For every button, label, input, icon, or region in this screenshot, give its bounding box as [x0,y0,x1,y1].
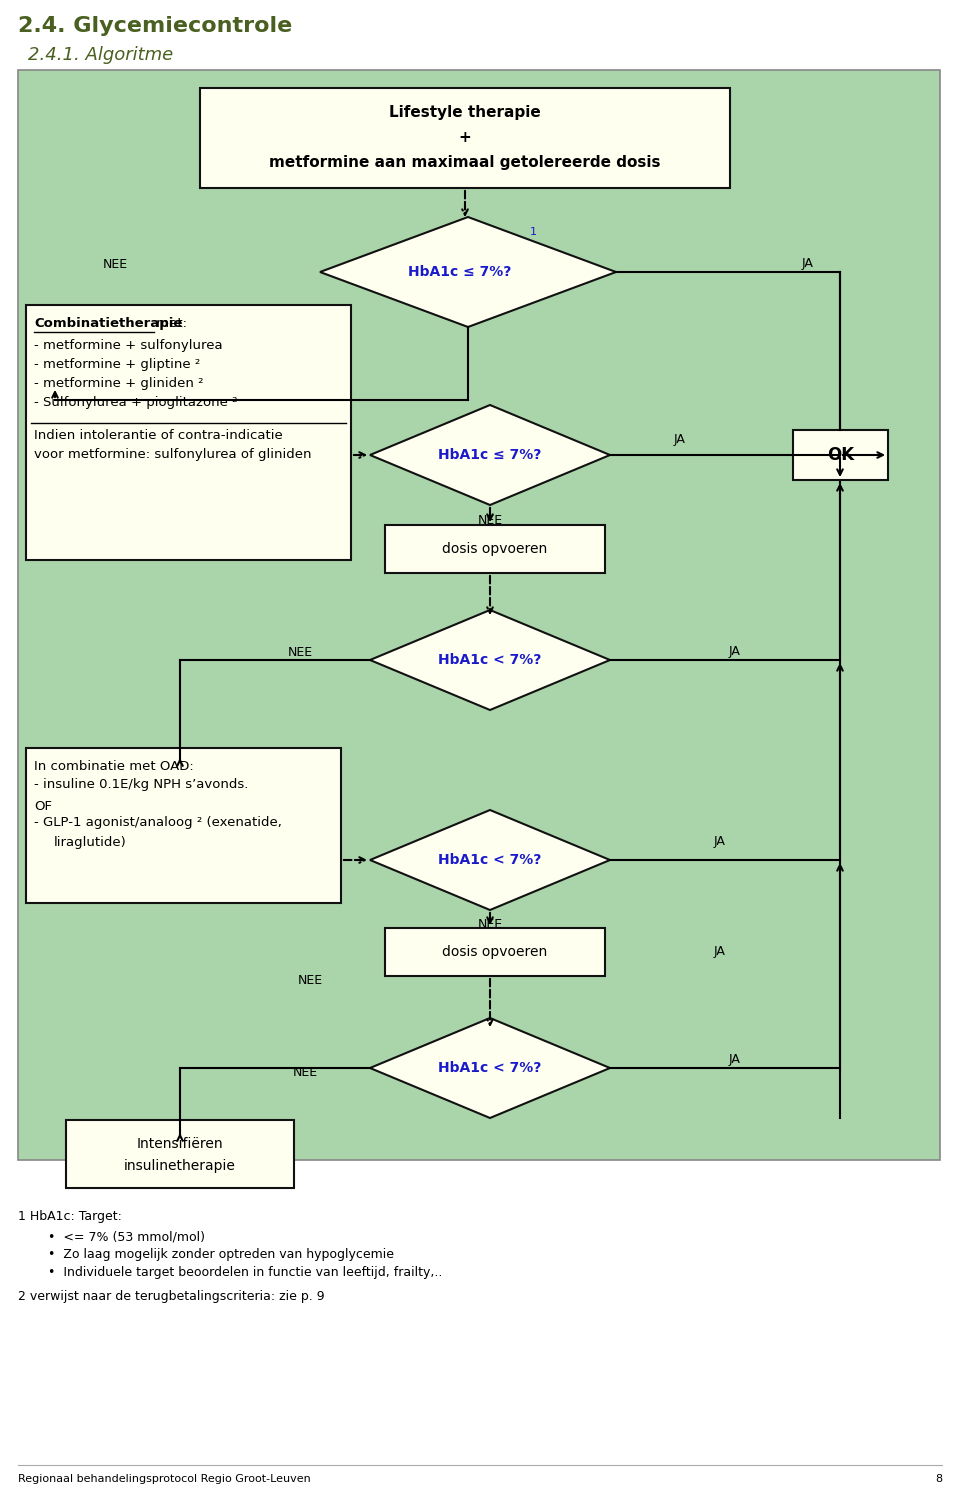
Polygon shape [370,609,610,710]
Text: - metformine + sulfonylurea: - metformine + sulfonylurea [34,339,223,353]
Text: JA: JA [714,836,726,848]
Bar [200,89,730,188]
Text: In combinatie met OAD:: In combinatie met OAD: [34,760,194,773]
Text: NEE: NEE [477,919,503,932]
Text: Indien intolerantie of contra-indicatie: Indien intolerantie of contra-indicatie [34,429,283,441]
Text: - GLP-1 agonist/analoog ² (exenatide,: - GLP-1 agonist/analoog ² (exenatide, [34,817,282,829]
Text: JA: JA [729,645,741,659]
Text: HbA1c ≤ 7%?: HbA1c ≤ 7%? [408,266,512,279]
Text: Regionaal behandelingsprotocol Regio Groot-Leuven: Regionaal behandelingsprotocol Regio Gro… [18,1474,311,1484]
Text: HbA1c < 7%?: HbA1c < 7%? [439,853,541,868]
Text: liraglutide): liraglutide) [54,836,127,850]
Polygon shape [370,811,610,910]
Text: •  Individuele target beoordelen in functie van leeftijd, frailty,..: • Individuele target beoordelen in funct… [48,1265,443,1279]
Bar [385,928,605,976]
Text: Intensifiëren: Intensifiëren [136,1136,224,1151]
Bar [66,1120,294,1187]
Text: NEE: NEE [293,1067,318,1079]
Text: •  Zo laag mogelijk zonder optreden van hypoglycemie: • Zo laag mogelijk zonder optreden van h… [48,1247,394,1261]
Text: JA: JA [674,434,686,446]
Text: Lifestyle therapie: Lifestyle therapie [389,105,540,120]
Text: 2.4. Glycemiecontrole: 2.4. Glycemiecontrole [18,17,292,36]
Text: insulinetherapie: insulinetherapie [124,1159,236,1172]
Text: - metformine + gliptine ²: - metformine + gliptine ² [34,359,201,371]
Text: HbA1c ≤ 7%?: HbA1c ≤ 7%? [439,447,541,462]
Text: NEE: NEE [477,513,503,527]
Text: JA: JA [729,1054,741,1067]
Bar [26,305,351,560]
Text: metformine aan maximaal getolereerde dosis: metformine aan maximaal getolereerde dos… [269,156,660,171]
Text: 1: 1 [530,227,537,237]
Text: - metformine + gliniden ²: - metformine + gliniden ² [34,377,204,390]
Text: dosis opvoeren: dosis opvoeren [443,946,547,959]
Text: - Sulfonylurea + pioglitazone ²: - Sulfonylurea + pioglitazone ² [34,396,237,408]
Text: dosis opvoeren: dosis opvoeren [443,542,547,555]
Text: Combinatietherapie: Combinatietherapie [34,317,182,330]
Text: OK: OK [827,446,854,464]
Bar [793,429,888,480]
Text: HbA1c < 7%?: HbA1c < 7%? [439,653,541,666]
Text: 1 HbA1c: Target:: 1 HbA1c: Target: [18,1210,122,1223]
Text: OF: OF [34,800,52,814]
Polygon shape [320,218,616,327]
Text: met:: met: [152,317,187,330]
Text: JA: JA [802,258,814,270]
Text: +: + [459,131,471,146]
Text: NEE: NEE [298,974,323,986]
Text: 8: 8 [935,1474,942,1484]
Polygon shape [370,1018,610,1118]
Text: •  <= 7% (53 mmol/mol): • <= 7% (53 mmol/mol) [48,1229,205,1243]
Bar [385,525,605,573]
Text: NEE: NEE [103,258,128,270]
Bar [26,747,341,904]
Polygon shape [370,405,610,504]
Text: NEE: NEE [287,645,313,659]
Text: voor metformine: sulfonylurea of gliniden: voor metformine: sulfonylurea of glinide… [34,447,311,461]
Text: 2 verwijst naar de terugbetalingscriteria: zie p. 9: 2 verwijst naar de terugbetalingscriteri… [18,1289,324,1303]
Bar [18,71,940,1160]
Text: 2.4.1. Algoritme: 2.4.1. Algoritme [28,47,173,65]
Text: - insuline 0.1E/kg NPH s’avonds.: - insuline 0.1E/kg NPH s’avonds. [34,778,249,791]
Text: JA: JA [714,946,726,959]
Text: HbA1c < 7%?: HbA1c < 7%? [439,1061,541,1075]
